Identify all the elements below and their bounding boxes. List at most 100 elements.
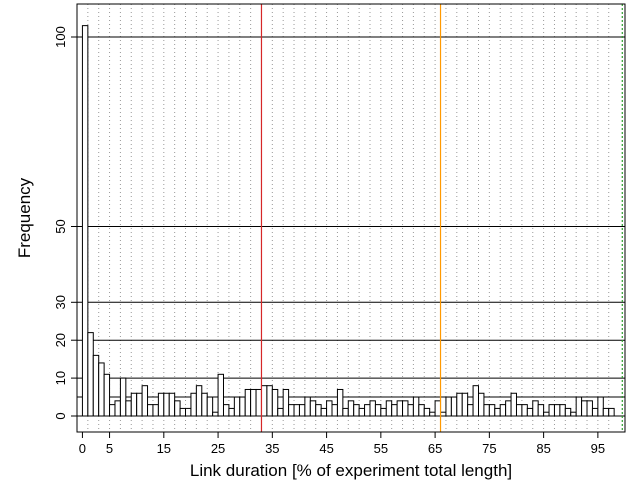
- x-tick-label: 15: [157, 441, 171, 456]
- histogram-bar: [212, 411, 219, 417]
- histogram-bars: [81, 25, 615, 417]
- histogram-bar: [402, 400, 409, 417]
- histogram-bar: [586, 400, 593, 417]
- histogram-bar: [136, 392, 143, 417]
- histogram-bar: [309, 400, 317, 417]
- histogram-bar: [374, 404, 382, 417]
- x-tick-label: 95: [591, 441, 605, 456]
- y-tick-label: 50: [53, 219, 68, 233]
- histogram-bar: [147, 404, 154, 417]
- histogram-bar: [553, 404, 561, 417]
- histogram-bar: [602, 407, 610, 417]
- histogram-bar: [423, 407, 431, 417]
- y-tick-label: 0: [53, 412, 68, 419]
- histogram-bar: [483, 404, 490, 417]
- histogram-bar: [288, 404, 295, 417]
- x-tick-label: 35: [265, 441, 279, 456]
- histogram-bar: [320, 407, 328, 417]
- histogram-bar: [342, 407, 349, 417]
- histogram-bar: [347, 400, 355, 417]
- histogram-bar: [581, 400, 588, 417]
- y-tick-label: 30: [53, 295, 68, 309]
- histogram-bar: [380, 407, 387, 417]
- y-tick-label: 100: [53, 26, 68, 48]
- histogram-bar: [494, 407, 501, 417]
- histogram-bar: [304, 396, 311, 417]
- histogram-bar: [369, 400, 376, 417]
- histogram-bar: [385, 400, 393, 417]
- histogram-bar: [472, 385, 480, 417]
- histogram-bar: [559, 404, 566, 417]
- histogram-bar: [179, 407, 187, 417]
- histogram-bar: [537, 404, 545, 417]
- histogram-bar: [260, 385, 268, 417]
- histogram-bar: [277, 407, 284, 417]
- x-tick-label: 55: [374, 441, 388, 456]
- x-tick-label: 75: [482, 441, 496, 456]
- histogram-bar: [353, 404, 360, 417]
- x-axis: 0 5 15 25 35 45 55 65 75 85 95: [79, 432, 605, 456]
- histogram-bar: [222, 404, 230, 417]
- histogram-bar: [114, 400, 121, 417]
- x-tick-label: 5: [106, 441, 113, 456]
- histogram-bar: [391, 404, 398, 417]
- histogram-bar: [521, 404, 528, 417]
- histogram-bar: [412, 396, 420, 417]
- histogram-bar: [190, 392, 197, 417]
- histogram-bar: [92, 354, 100, 417]
- histogram-bar: [271, 388, 279, 417]
- histogram-bar: [461, 392, 469, 417]
- x-tick-label: 25: [211, 441, 225, 456]
- histogram-bar: [152, 404, 159, 417]
- histogram-bar: [450, 396, 458, 417]
- histogram-bar: [185, 407, 192, 417]
- histogram-bar: [396, 400, 404, 417]
- histogram-bar: [233, 396, 241, 417]
- histogram-bar: [564, 407, 572, 417]
- histogram-bar: [141, 385, 149, 417]
- reference-lines: [260, 4, 623, 432]
- histogram-bar: [130, 392, 138, 417]
- histogram-bar: [499, 404, 507, 417]
- histogram-bar: [608, 407, 615, 417]
- histogram-bar: [255, 388, 262, 417]
- histogram-bar: [570, 411, 577, 417]
- histogram-bar: [434, 400, 442, 417]
- histogram-bar: [119, 377, 127, 417]
- y-tick-label: 20: [53, 333, 68, 347]
- horizontal-gridlines: [77, 36, 625, 417]
- histogram-bar: [597, 396, 604, 417]
- histogram-bar: [440, 411, 447, 417]
- histogram-bar: [515, 404, 523, 417]
- x-tick-label: 85: [536, 441, 550, 456]
- histogram-bar: [163, 392, 170, 417]
- y-axis-label: Frequency: [15, 177, 34, 258]
- histogram-bar: [488, 404, 496, 417]
- histogram-bar: [331, 404, 338, 417]
- histogram-bar: [217, 373, 224, 417]
- y-tick-label: 10: [53, 371, 68, 385]
- histogram-bar: [575, 396, 583, 417]
- histogram-bar: [315, 404, 322, 417]
- histogram-bar: [543, 411, 550, 417]
- histogram-bar: [81, 25, 89, 417]
- histogram-bar: [282, 388, 290, 417]
- histogram-bar: [510, 392, 517, 417]
- histogram-bar: [548, 404, 555, 417]
- histogram-bar: [591, 407, 599, 417]
- histogram-bar: [195, 385, 203, 417]
- x-tick-label: 45: [319, 441, 333, 456]
- x-axis-label: Link duration [% of experiment total len…: [190, 461, 512, 480]
- histogram-bar: [456, 392, 463, 417]
- histogram-bar: [526, 407, 534, 417]
- histogram-bar: [326, 400, 333, 417]
- x-tick-label: 0: [79, 441, 86, 456]
- histogram-bar: [445, 396, 452, 417]
- histogram-bar: [87, 332, 94, 417]
- histogram-bar: [125, 400, 132, 417]
- histogram-bar: [174, 400, 181, 417]
- histogram-bar: [467, 404, 474, 417]
- histogram-bar: [358, 407, 366, 417]
- histogram-bar: [266, 385, 273, 417]
